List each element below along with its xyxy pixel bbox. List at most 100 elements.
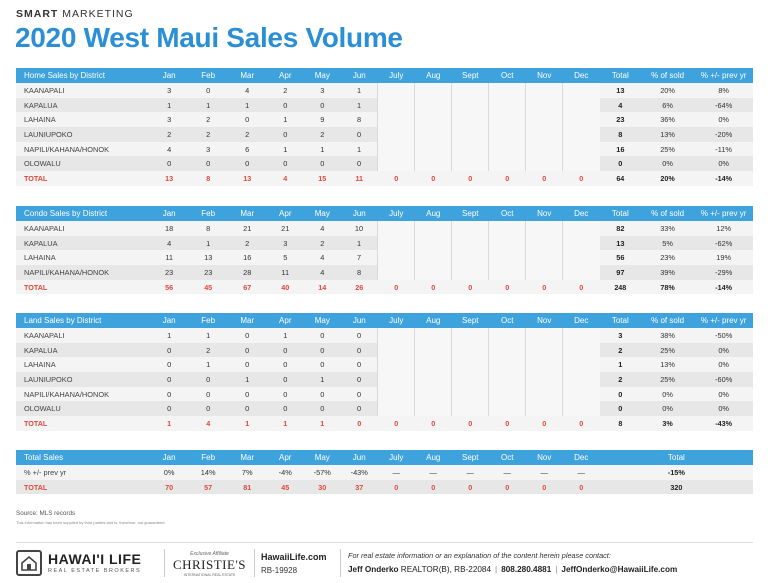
footer-divider: [340, 549, 341, 577]
month-total: 57: [188, 479, 228, 495]
empty-month: [377, 342, 415, 358]
month-value: 2: [303, 235, 341, 251]
month-value: 0: [149, 357, 189, 373]
row-total: 2: [599, 372, 641, 387]
month-value: 2: [188, 127, 228, 142]
month-change: -57%: [303, 465, 341, 480]
district-name: NAPILI/KAHANA/HONOK: [16, 265, 150, 280]
empty-month: [377, 401, 415, 417]
month-value: 0: [149, 372, 189, 387]
empty-month: [451, 357, 489, 373]
empty-month: [562, 386, 600, 402]
month-total: 26: [340, 279, 378, 295]
month-value: 0: [266, 97, 304, 113]
empty-month: [377, 265, 415, 280]
table-row: OLOWALU 0 0 0 0 0 0 0 0% 0%: [16, 401, 753, 417]
total-header: Total: [599, 206, 641, 221]
month-value: 0: [149, 401, 189, 417]
month-value: 0: [303, 156, 341, 172]
district-name: KAPALUA: [16, 342, 150, 358]
month-value: 1: [188, 97, 228, 113]
agent-name: Jeff Onderko: [348, 565, 399, 574]
total-row: TOTAL 56 45 67 40 14 26 0 0 0 0 0 0 248 78% -14%: [16, 279, 753, 295]
row-pct-sold: 23%: [640, 250, 695, 266]
month-value: 6: [227, 141, 267, 157]
empty-month: [488, 127, 526, 142]
month-header: Dec: [562, 450, 600, 465]
empty-month: [525, 372, 563, 387]
total-row: TOTAL 70 57 81 45 30 37 0 0 0 0 0 0 320: [16, 479, 753, 495]
agent-email[interactable]: JeffOnderko@HawaiiLife.com: [561, 565, 678, 574]
month-header: Dec: [562, 206, 600, 221]
row-total: 97: [599, 265, 641, 280]
month-value: 23: [188, 265, 228, 280]
month-total: 70: [149, 479, 189, 495]
row-total: 13: [599, 235, 641, 251]
empty-month: [414, 250, 452, 266]
month-header: Sept: [451, 68, 489, 83]
month-value: 3: [266, 235, 304, 251]
contact-note: For real estate information or an explan…: [348, 551, 611, 560]
empty-month: [562, 97, 600, 113]
month-value: 0: [266, 342, 304, 358]
row-prev-yr: 19%: [694, 250, 753, 266]
district-name: LAUNIUPOKO: [16, 372, 150, 387]
month-value: 0: [340, 357, 378, 373]
empty-month: [414, 97, 452, 113]
month-value: 0: [266, 386, 304, 402]
empty-month: [488, 372, 526, 387]
agent-phone[interactable]: 808.280.4881: [501, 565, 552, 574]
empty-month: [488, 83, 526, 98]
month-value: 0: [340, 328, 378, 343]
month-value: 1: [188, 328, 228, 343]
empty-month: [525, 127, 563, 142]
month-change: -43%: [340, 465, 378, 480]
month-total: 0: [562, 171, 600, 186]
district-name: KAPALUA: [16, 97, 150, 113]
month-value: 0: [266, 156, 304, 172]
empty-month: [525, 401, 563, 417]
land-sales-table: Land Sales by District Jan Feb Mar Apr May Jun…: [16, 313, 753, 431]
month-value: 21: [227, 221, 267, 236]
empty-month: [525, 141, 563, 157]
month-value: 1: [149, 328, 189, 343]
empty-month: [562, 342, 600, 358]
brand-bold: SMART: [16, 8, 59, 20]
row-pct-sold: 0%: [640, 401, 695, 417]
month-total: 67: [227, 279, 267, 295]
district-name: KAANAPALI: [16, 83, 150, 98]
month-change: 14%: [188, 465, 228, 480]
district-name: KAANAPALI: [16, 221, 150, 236]
month-header: Jun: [340, 68, 378, 83]
row-total: 23: [599, 112, 641, 128]
source-note: Source: MLS records: [16, 510, 76, 517]
month-value: 0: [340, 156, 378, 172]
total-label: TOTAL: [16, 171, 150, 186]
month-value: 2: [303, 127, 341, 142]
row-prev-yr: -29%: [694, 265, 753, 280]
month-value: 1: [340, 235, 378, 251]
month-header: Aug: [414, 450, 452, 465]
month-total: 0: [377, 479, 415, 495]
month-value: 4: [149, 235, 189, 251]
website-link[interactable]: HawaiiLife.com: [261, 552, 327, 562]
row-pct-sold: 39%: [640, 265, 695, 280]
empty-month: [414, 112, 452, 128]
empty-month: [562, 221, 600, 236]
month-total: 4: [266, 171, 304, 186]
month-value: 0: [340, 401, 378, 417]
empty-month: [488, 97, 526, 113]
month-total: 0: [562, 279, 600, 295]
total-pct-sold: 20%: [640, 171, 695, 186]
month-value: 0: [303, 401, 341, 417]
empty-month: [525, 97, 563, 113]
month-value: 0: [227, 357, 267, 373]
month-value: 2: [149, 127, 189, 142]
district-name: LAHAINA: [16, 250, 150, 266]
empty-month: [562, 156, 600, 172]
total-label: TOTAL: [16, 416, 150, 431]
empty-month: [562, 401, 600, 417]
district-name: OLOWALU: [16, 156, 150, 172]
empty-month: [414, 221, 452, 236]
table-row: KAANAPALI 3 0 4 2 3 1 13 20% 8%: [16, 83, 753, 98]
